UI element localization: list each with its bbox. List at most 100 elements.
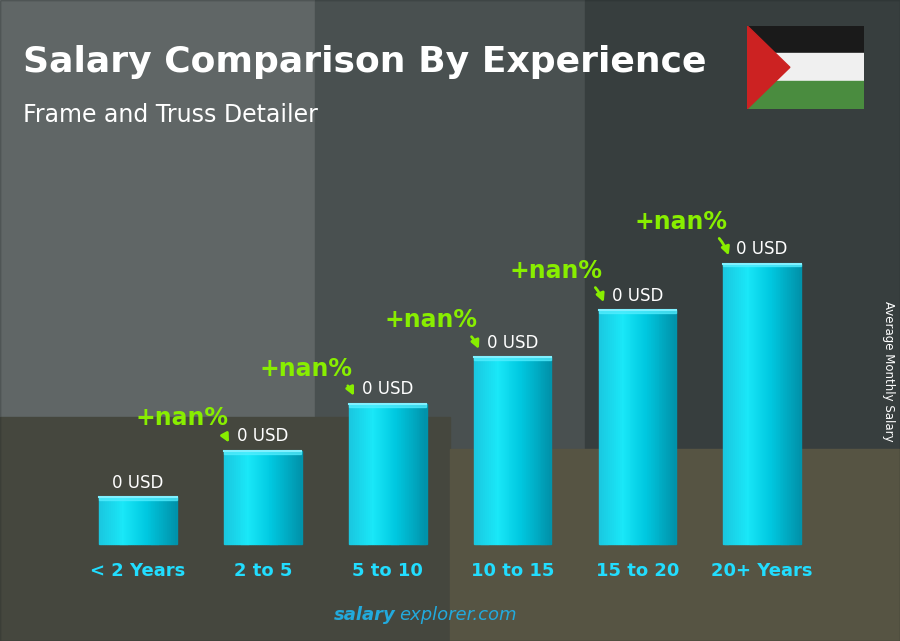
Bar bbox=[770, 263, 772, 544]
Bar bbox=[370, 404, 373, 544]
Bar bbox=[482, 357, 483, 544]
Bar bbox=[124, 497, 127, 544]
Bar bbox=[378, 404, 380, 544]
Bar bbox=[629, 310, 632, 544]
Bar bbox=[368, 404, 371, 544]
Bar bbox=[476, 357, 478, 544]
Bar bbox=[754, 263, 757, 544]
Bar bbox=[731, 263, 734, 544]
Bar bbox=[480, 357, 482, 544]
Bar bbox=[253, 451, 256, 544]
Bar bbox=[549, 357, 552, 544]
Bar bbox=[261, 451, 263, 544]
Bar bbox=[542, 357, 544, 544]
Bar bbox=[537, 357, 540, 544]
Bar bbox=[286, 451, 288, 544]
Bar bbox=[119, 497, 121, 544]
Bar bbox=[735, 263, 737, 544]
Text: Frame and Truss Detailer: Frame and Truss Detailer bbox=[22, 103, 318, 126]
Bar bbox=[739, 263, 741, 544]
Text: 0 USD: 0 USD bbox=[112, 474, 164, 492]
Bar bbox=[536, 357, 538, 544]
Bar bbox=[654, 310, 657, 544]
Bar bbox=[158, 497, 159, 544]
Bar bbox=[747, 53, 864, 81]
Bar bbox=[624, 310, 625, 544]
Bar bbox=[0, 0, 315, 449]
Bar bbox=[760, 263, 762, 544]
Bar bbox=[495, 357, 497, 544]
Bar bbox=[450, 0, 540, 353]
Bar bbox=[524, 357, 526, 544]
Bar bbox=[515, 357, 517, 544]
Bar bbox=[224, 451, 302, 454]
Bar bbox=[544, 357, 545, 544]
Bar bbox=[248, 451, 249, 544]
Bar bbox=[620, 310, 622, 544]
Bar bbox=[149, 497, 152, 544]
Bar bbox=[159, 497, 161, 544]
Bar bbox=[540, 353, 630, 641]
Bar bbox=[635, 310, 637, 544]
Bar bbox=[747, 81, 864, 109]
Bar bbox=[522, 357, 525, 544]
Bar bbox=[259, 451, 261, 544]
Bar bbox=[493, 357, 495, 544]
Bar bbox=[487, 357, 490, 544]
Bar bbox=[545, 357, 547, 544]
Bar bbox=[751, 263, 752, 544]
Bar bbox=[395, 404, 398, 544]
Bar bbox=[366, 404, 368, 544]
Text: 0 USD: 0 USD bbox=[362, 380, 413, 398]
Bar bbox=[403, 404, 405, 544]
Bar bbox=[228, 451, 230, 544]
Bar bbox=[478, 357, 480, 544]
Bar bbox=[397, 404, 400, 544]
Bar bbox=[105, 497, 107, 544]
Bar bbox=[171, 497, 173, 544]
Bar bbox=[649, 310, 651, 544]
Bar bbox=[374, 404, 376, 544]
Bar bbox=[380, 404, 382, 544]
Bar bbox=[134, 497, 136, 544]
Bar bbox=[772, 263, 774, 544]
Bar bbox=[520, 357, 522, 544]
Bar bbox=[647, 310, 649, 544]
Bar bbox=[236, 451, 238, 544]
Bar bbox=[364, 404, 366, 544]
Bar bbox=[121, 497, 122, 544]
Bar bbox=[505, 357, 507, 544]
Bar bbox=[153, 497, 156, 544]
Bar bbox=[666, 310, 669, 544]
Bar bbox=[500, 357, 503, 544]
Bar bbox=[622, 310, 624, 544]
Bar bbox=[779, 263, 782, 544]
Bar bbox=[473, 357, 551, 360]
Bar bbox=[720, 0, 810, 353]
Bar bbox=[234, 451, 236, 544]
Bar bbox=[128, 497, 130, 544]
Bar bbox=[764, 263, 766, 544]
Bar bbox=[744, 263, 747, 544]
Bar bbox=[383, 404, 386, 544]
Bar bbox=[749, 263, 751, 544]
Bar bbox=[151, 497, 154, 544]
Bar bbox=[737, 263, 739, 544]
Bar bbox=[530, 357, 532, 544]
Bar bbox=[109, 497, 111, 544]
Bar bbox=[585, 0, 900, 545]
Bar bbox=[99, 497, 176, 500]
Bar bbox=[114, 497, 117, 544]
Bar bbox=[766, 263, 769, 544]
Bar bbox=[612, 310, 615, 544]
Bar bbox=[292, 451, 294, 544]
Bar bbox=[274, 451, 276, 544]
Bar bbox=[161, 497, 163, 544]
Bar bbox=[355, 404, 357, 544]
Bar bbox=[598, 310, 676, 313]
Polygon shape bbox=[747, 26, 790, 109]
Bar bbox=[616, 310, 618, 544]
Bar bbox=[768, 263, 770, 544]
Bar bbox=[290, 451, 292, 544]
Text: 0 USD: 0 USD bbox=[736, 240, 788, 258]
